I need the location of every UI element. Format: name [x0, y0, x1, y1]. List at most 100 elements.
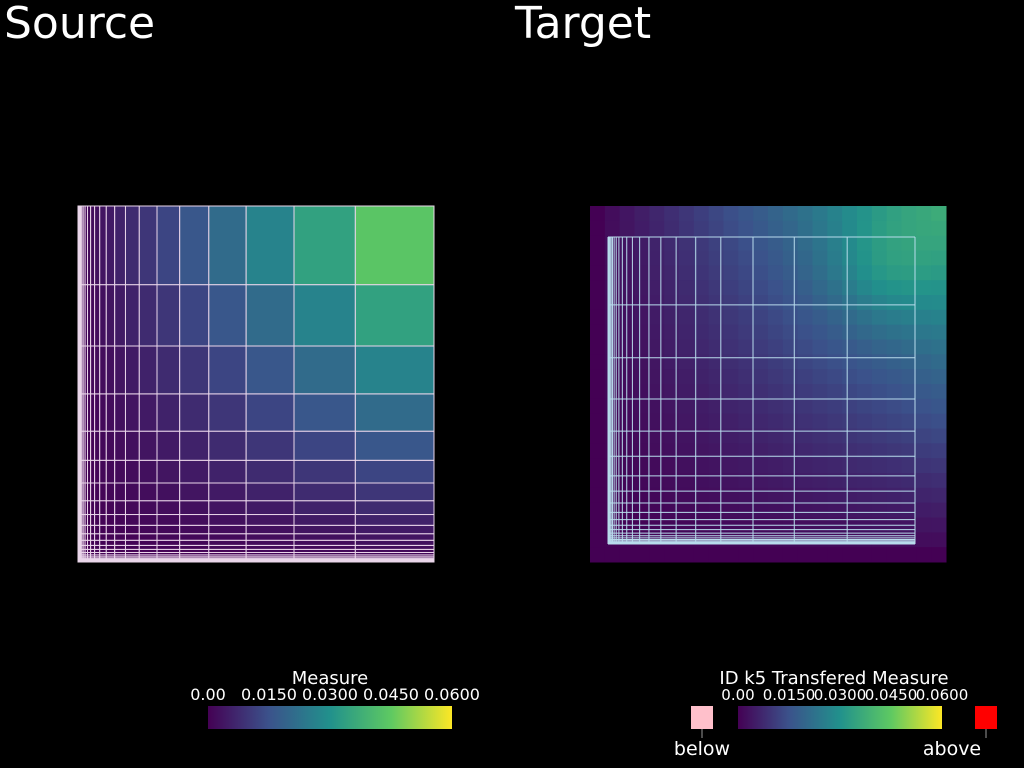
field-cell	[649, 354, 665, 370]
field-cell	[634, 398, 650, 415]
field-cell	[693, 502, 710, 518]
field-cell	[619, 384, 635, 400]
field-cell	[753, 384, 769, 400]
mesh-cell	[293, 500, 356, 516]
mesh-cell	[99, 500, 107, 516]
mesh-cell	[114, 393, 126, 432]
field-cell	[634, 206, 650, 222]
field-cell	[782, 398, 799, 415]
field-cell	[797, 250, 813, 266]
field-cell	[590, 384, 606, 400]
field-cell	[901, 502, 917, 518]
field-cell	[723, 354, 739, 370]
field-cell	[768, 413, 784, 429]
field-cell	[738, 458, 754, 474]
field-cell	[901, 398, 917, 415]
mesh-cell	[124, 500, 140, 516]
field-cell	[649, 502, 665, 518]
field-cell	[871, 413, 888, 429]
field-cell	[693, 220, 710, 237]
field-cell	[664, 206, 680, 222]
mesh-cell	[105, 482, 116, 502]
mesh-cell	[179, 524, 210, 535]
field-cell	[679, 487, 695, 504]
field-cell	[797, 369, 813, 385]
field-cell	[649, 280, 665, 296]
field-cell	[886, 324, 902, 340]
field-cell	[753, 206, 769, 222]
field-cell	[901, 473, 917, 489]
mesh-cell	[94, 500, 101, 516]
field-cell	[649, 265, 665, 281]
field-cell	[664, 473, 680, 489]
mesh-cell	[208, 514, 247, 526]
field-cell	[738, 487, 754, 504]
field-cell	[871, 547, 888, 563]
field-cell	[679, 295, 695, 311]
field-cell	[871, 339, 888, 355]
field-cell	[827, 413, 843, 429]
field-cell	[812, 547, 828, 563]
field-cell	[827, 502, 843, 518]
field-cell	[812, 369, 828, 385]
field-cell	[619, 473, 635, 489]
field-cell	[827, 309, 843, 326]
mesh-cell	[90, 459, 96, 484]
field-cell	[916, 280, 932, 296]
field-cell	[768, 398, 784, 415]
field-cell	[827, 324, 843, 340]
mesh-cell	[156, 524, 181, 535]
mesh-cell	[156, 393, 181, 432]
field-cell	[842, 458, 858, 474]
field-cell	[886, 295, 902, 311]
field-cell	[916, 295, 932, 311]
field-cell	[738, 295, 754, 311]
field-cell	[634, 280, 650, 296]
field-cell	[842, 398, 858, 415]
mesh-cell	[179, 430, 210, 461]
mesh-cell	[105, 345, 116, 395]
mesh-cell	[105, 430, 116, 461]
mesh-cell	[293, 524, 356, 535]
field-cell	[842, 443, 858, 459]
field-cell	[679, 309, 695, 326]
field-cell	[797, 309, 813, 326]
mesh-cell	[138, 459, 158, 484]
field-cell	[931, 547, 947, 563]
mesh-cell	[208, 459, 247, 484]
field-cell	[886, 502, 902, 518]
field-cell	[634, 428, 650, 444]
field-cell	[797, 473, 813, 489]
mesh-cell	[114, 205, 126, 286]
target-mesh	[590, 206, 947, 563]
field-cell	[590, 532, 606, 548]
mesh-cell	[293, 539, 356, 546]
field-cell	[619, 413, 635, 429]
field-cell	[916, 443, 932, 459]
field-cell	[634, 384, 650, 400]
field-cell	[723, 309, 739, 326]
field-cell	[590, 295, 606, 311]
field-cell	[901, 220, 917, 237]
field-cell	[857, 443, 873, 459]
field-cell	[857, 280, 873, 296]
field-cell	[768, 220, 784, 237]
field-cell	[768, 250, 784, 266]
field-cell	[619, 428, 635, 444]
field-cell	[708, 428, 724, 444]
field-cell	[857, 339, 873, 355]
colorbar-tick-label: 0.0300	[302, 685, 358, 704]
mesh-cell	[208, 284, 247, 347]
field-cell	[797, 384, 813, 400]
mesh-cell	[245, 205, 295, 286]
field-cell	[723, 398, 739, 415]
below-swatch	[691, 706, 713, 729]
mesh-cell	[94, 544, 101, 550]
field-cell	[619, 235, 635, 251]
field-cell	[857, 265, 873, 281]
field-cell	[931, 369, 947, 385]
field-cell	[738, 309, 754, 326]
field-cell	[738, 206, 754, 222]
field-cell	[857, 235, 873, 251]
